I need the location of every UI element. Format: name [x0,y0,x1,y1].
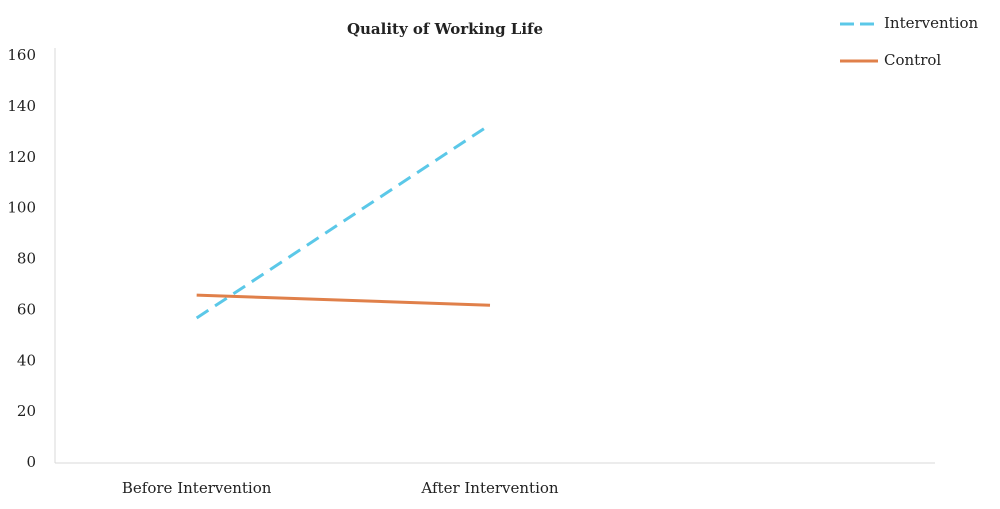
legend-label: Intervention [884,14,979,32]
y-tick-label: 20 [17,402,36,420]
legend-label: Control [884,51,941,69]
y-tick-label: 160 [7,46,36,64]
chart-title: Quality of Working Life [347,20,543,38]
y-tick-label: 100 [7,199,36,217]
y-tick-label: 120 [7,148,36,166]
x-tick-label: Before Intervention [122,479,272,497]
x-tick-label: After Intervention [420,479,558,497]
y-tick-label: 80 [17,250,36,268]
y-tick-label: 40 [17,351,36,369]
y-tick-label: 0 [26,453,36,471]
y-tick-label: 140 [7,97,36,115]
y-tick-label: 60 [17,300,36,318]
series-line [195,123,491,320]
series-line [196,293,491,307]
